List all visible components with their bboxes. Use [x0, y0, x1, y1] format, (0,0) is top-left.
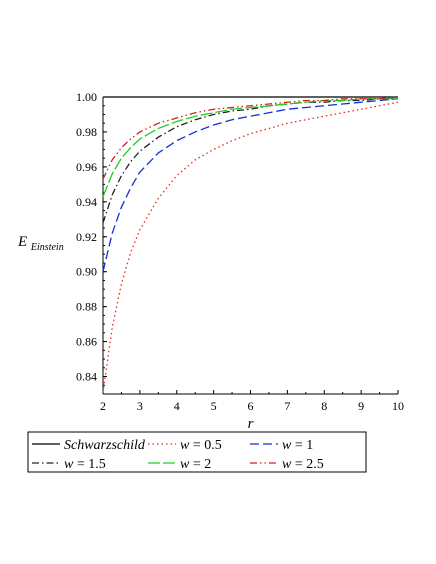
series-line-w-2-5 [102, 96, 399, 180]
legend-label: Schwarzschild [64, 438, 146, 453]
legend-label: w = 1.5 [64, 457, 106, 472]
y-tick-label: 0.90 [76, 265, 97, 279]
y-tick-label: 0.98 [76, 125, 97, 139]
x-tick-label: 6 [248, 399, 254, 413]
legend-label: w = 2.5 [282, 457, 324, 472]
legend-label: w = 1 [282, 438, 313, 453]
legend-label: w = 2 [180, 457, 211, 472]
y-tick-label: 0.96 [76, 160, 97, 174]
x-tick-label: 9 [358, 399, 364, 413]
series-line-w-1-5 [102, 98, 398, 223]
x-tick-label: 2 [100, 399, 106, 413]
series-line-w-2 [102, 98, 398, 197]
x-tick-label: 4 [174, 399, 180, 413]
y-axis-label-subscript: Einstein [30, 242, 64, 253]
y-tick-label: 0.88 [76, 300, 97, 314]
x-tick-label: 10 [392, 399, 404, 413]
series-group [102, 96, 399, 393]
y-axis-label: E Einstein [17, 234, 64, 253]
legend-label: w = 0.5 [180, 438, 222, 453]
y-axis-label-main: E [17, 234, 27, 250]
x-axis-label: r [248, 416, 254, 432]
x-tick-label: 3 [137, 399, 143, 413]
legend: Schwarzschild w = 0.5 w = 1 w = 1.5 w = 2 w =… [27, 431, 367, 473]
y-tick-label: 1.00 [76, 90, 97, 104]
x-tick-label: 7 [284, 399, 290, 413]
x-tick-label: 5 [211, 399, 217, 413]
y-tick-label: 0.86 [76, 335, 97, 349]
y-tick-label: 0.94 [76, 195, 97, 209]
axes: 2 3 4 5 6 7 8 9 10 0.84 0.86 0.88 0.90 0.92 0.94 0.96 0.… [76, 90, 404, 413]
y-tick-label: 0.92 [76, 230, 97, 244]
y-tick-label: 0.84 [76, 370, 97, 384]
x-tick-label: 8 [321, 399, 327, 413]
legend-box [27, 431, 367, 473]
series-line-w-1 [102, 98, 399, 272]
